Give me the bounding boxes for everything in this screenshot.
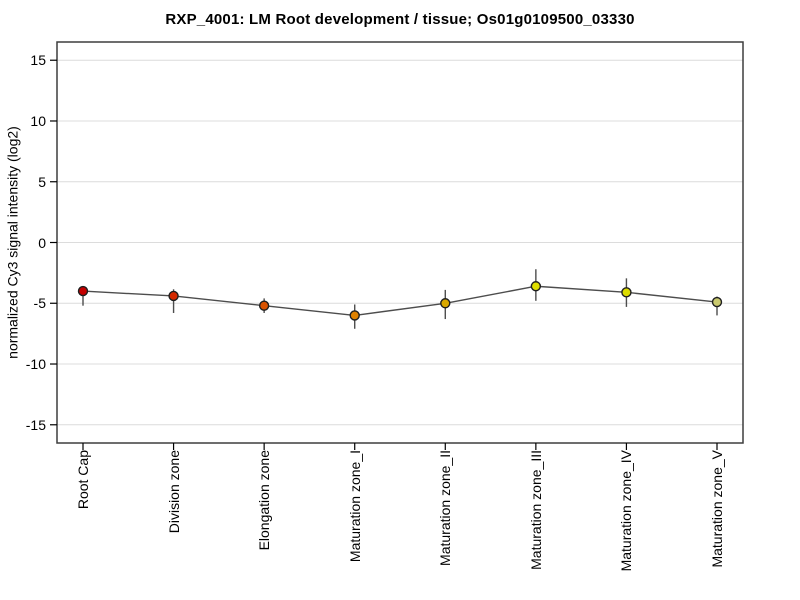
y-tick-label: 0: [38, 234, 46, 251]
x-tick-label: Maturation zone_V: [709, 450, 725, 568]
data-point-marker: [349, 310, 360, 321]
series-line: [82, 285, 718, 317]
x-tick-label: Maturation zone_I: [346, 450, 363, 563]
x-tick-label: Maturation zone_IV: [618, 450, 635, 572]
y-tick-label: -5: [33, 295, 46, 312]
data-point-marker: [168, 290, 179, 302]
y-tick-label: 15: [30, 52, 46, 69]
x-tick-label: Root Cap: [75, 450, 91, 510]
data-point-marker: [77, 285, 89, 297]
data-point-marker: [258, 300, 270, 311]
y-tick-label: 10: [30, 112, 46, 129]
x-tick-label: Division zone: [165, 450, 182, 534]
y-tick-label: 5: [38, 173, 46, 190]
data-point-marker: [711, 296, 723, 308]
data-point-marker: [621, 287, 632, 298]
x-tick-label: Elongation zone: [256, 450, 273, 551]
y-tick-label: -15: [25, 416, 46, 433]
chart-title: RXP_4001: LM Root development / tissue; …: [165, 11, 635, 28]
data-point-marker: [530, 281, 542, 292]
y-tick-label: -10: [25, 356, 46, 372]
data-point-marker: [440, 298, 451, 309]
x-tick-label: Maturation zone_III: [527, 450, 544, 570]
x-tick-label: Maturation zone_II: [437, 450, 454, 566]
